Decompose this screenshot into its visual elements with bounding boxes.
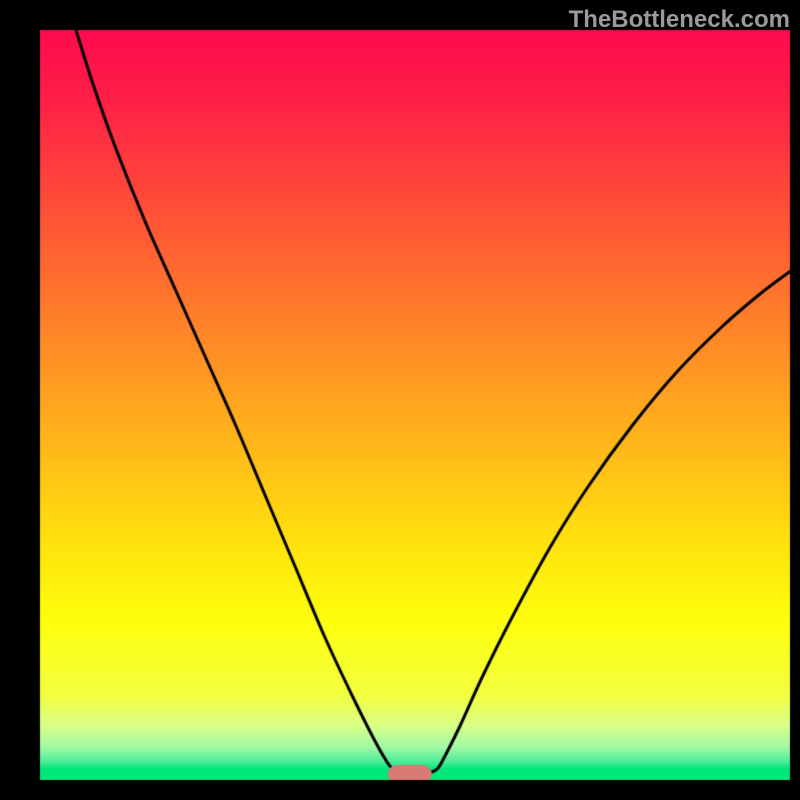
bottleneck-chart-canvas — [0, 0, 800, 800]
chart-container: TheBottleneck.com — [0, 0, 800, 800]
watermark-text: TheBottleneck.com — [569, 6, 790, 34]
